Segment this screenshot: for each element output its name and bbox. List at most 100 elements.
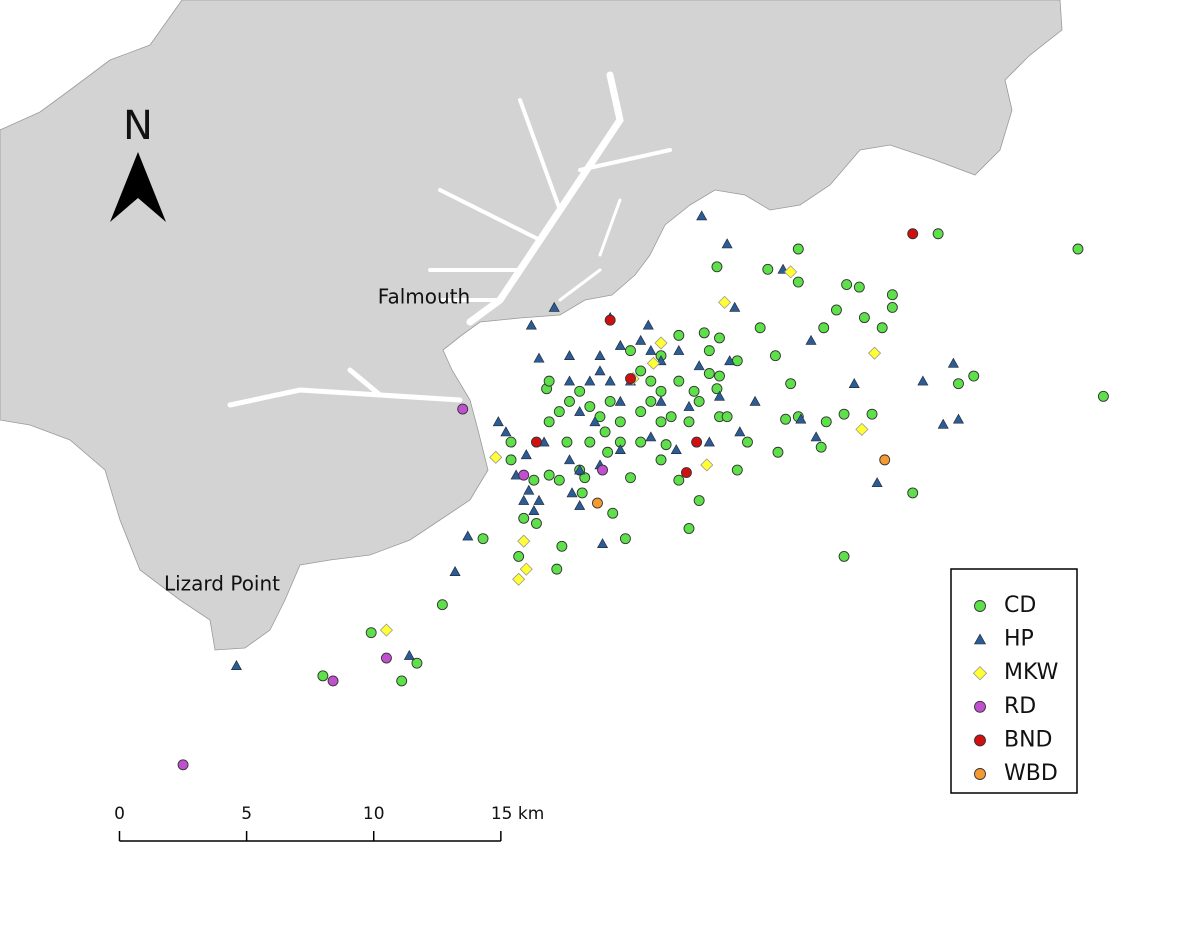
marker-circle bbox=[953, 378, 964, 390]
series-wbd bbox=[592, 454, 891, 509]
marker-triangle bbox=[645, 345, 657, 355]
marker-circle bbox=[592, 497, 603, 509]
series-hp bbox=[230, 210, 964, 670]
marker-circle bbox=[574, 385, 586, 397]
marker-circle bbox=[886, 301, 898, 313]
marker-triangle bbox=[462, 530, 474, 541]
marker-circle bbox=[754, 322, 766, 334]
place-label: Falmouth bbox=[378, 285, 470, 309]
marker-circle bbox=[665, 411, 677, 423]
legend-label: MKW bbox=[1004, 660, 1059, 685]
marker-triangle bbox=[614, 444, 626, 455]
marker-circle bbox=[518, 469, 530, 481]
marker-circle bbox=[551, 563, 563, 575]
marker-diamond bbox=[972, 666, 988, 681]
marker-triangle bbox=[614, 395, 626, 406]
marker-circle bbox=[477, 533, 489, 545]
marker-circle bbox=[543, 416, 555, 428]
land bbox=[0, 0, 1063, 651]
marker-circle bbox=[543, 469, 555, 481]
marker-circle bbox=[660, 439, 672, 451]
marker-circle bbox=[1097, 390, 1109, 402]
marker-circle bbox=[780, 413, 792, 425]
marker-circle bbox=[841, 279, 853, 291]
marker-triangle bbox=[594, 365, 606, 376]
marker-triangle bbox=[523, 484, 535, 495]
marker-circle bbox=[543, 375, 555, 387]
marker-triangle bbox=[533, 494, 545, 505]
marker-circle bbox=[792, 243, 804, 255]
marker-circle bbox=[1072, 243, 1084, 255]
scale-label: 10 bbox=[363, 804, 385, 824]
marker-circle bbox=[327, 675, 339, 687]
marker-circle bbox=[830, 304, 842, 316]
marker-circle bbox=[655, 454, 667, 466]
marker-triangle bbox=[574, 405, 586, 416]
marker-triangle bbox=[563, 375, 576, 386]
marker-circle bbox=[645, 395, 657, 407]
marker-triangle bbox=[670, 444, 682, 455]
marker-triangle bbox=[734, 426, 746, 437]
marker-circle bbox=[619, 533, 631, 545]
marker-circle bbox=[457, 403, 469, 415]
marker-circle bbox=[838, 408, 850, 420]
marker-circle bbox=[396, 675, 408, 687]
marker-circle bbox=[838, 550, 850, 562]
marker-circle bbox=[602, 446, 614, 458]
marker-diamond bbox=[646, 356, 660, 370]
marker-triangle bbox=[449, 566, 461, 576]
marker-circle bbox=[876, 322, 888, 334]
series-rd bbox=[177, 403, 608, 771]
marker-circle bbox=[177, 759, 189, 771]
marker-diamond bbox=[519, 562, 533, 576]
marker-circle bbox=[731, 464, 743, 476]
marker-circle bbox=[635, 365, 647, 377]
marker-circle bbox=[635, 406, 647, 418]
marker-circle bbox=[655, 385, 667, 397]
marker-circle bbox=[607, 507, 619, 519]
marker-diamond bbox=[868, 346, 882, 360]
marker-circle bbox=[879, 454, 891, 466]
marker-circle bbox=[714, 370, 725, 382]
marker-triangle bbox=[749, 395, 761, 406]
marker-triangle bbox=[528, 505, 540, 515]
marker-circle bbox=[772, 446, 784, 458]
estuaries bbox=[227, 71, 672, 408]
marker-diamond bbox=[489, 450, 503, 464]
marker-circle bbox=[907, 487, 919, 499]
marker-circle bbox=[528, 474, 540, 486]
marker-circle bbox=[579, 472, 591, 484]
marker-triangle bbox=[533, 352, 545, 363]
marker-circle bbox=[853, 281, 865, 293]
marker-circle bbox=[584, 436, 596, 448]
marker-triangle bbox=[642, 319, 654, 330]
marker-triangle bbox=[937, 418, 949, 429]
marker-triangle bbox=[655, 395, 667, 406]
marker-triangle bbox=[614, 339, 626, 350]
marker-triangle bbox=[973, 633, 987, 645]
legend-box bbox=[950, 568, 1078, 794]
marker-triangle bbox=[693, 360, 705, 371]
marker-circle bbox=[584, 401, 596, 412]
marker-circle bbox=[564, 395, 575, 407]
marker-triangle bbox=[947, 357, 959, 368]
marker-circle bbox=[645, 375, 657, 387]
marker-triangle bbox=[645, 431, 657, 442]
marker-circle bbox=[553, 406, 565, 418]
marker-circle bbox=[932, 228, 944, 240]
marker-triangle bbox=[594, 350, 606, 361]
marker-triangle bbox=[703, 436, 715, 447]
marker-circle bbox=[505, 454, 517, 466]
marker-triangle bbox=[574, 464, 586, 475]
marker-triangle bbox=[566, 487, 578, 498]
place-label: Lizard Point bbox=[164, 572, 280, 596]
marker-triangle bbox=[805, 334, 817, 345]
marker-circle bbox=[673, 375, 685, 387]
series-bnd bbox=[530, 228, 919, 479]
marker-circle bbox=[635, 436, 647, 448]
marker-diamond bbox=[379, 623, 394, 637]
marker-circle bbox=[625, 472, 636, 484]
marker-triangle bbox=[810, 431, 822, 442]
marker-circle bbox=[556, 540, 568, 552]
legend-label: CD bbox=[1004, 593, 1036, 618]
